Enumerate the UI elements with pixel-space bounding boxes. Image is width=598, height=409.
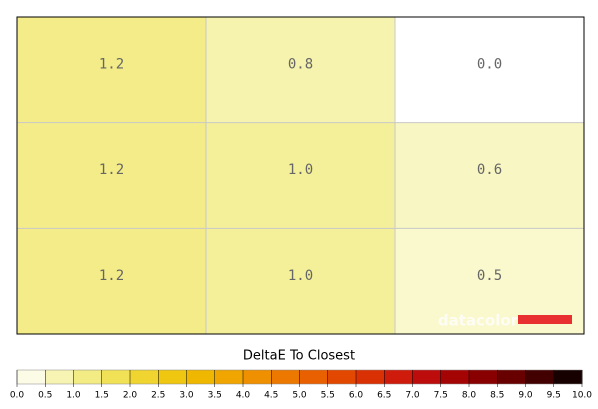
colorbar-swatch [384,370,413,384]
colorbar-tick-label: 5.5 [321,391,335,401]
colorbar-swatch [553,370,583,384]
colorbar-tick-label: 10.0 [572,391,592,401]
colorbar-swatch [73,370,103,384]
cell-label: 0.5 [477,268,502,284]
colorbar-swatch [17,370,46,384]
colorbar-swatch [130,370,159,384]
colorbar-tick-label: 1.5 [95,391,109,401]
colorbar-tick-label: 8.0 [462,391,477,401]
colorbar-tick-label: 6.5 [377,391,391,401]
colorbar-swatch [412,370,442,384]
colorbar-tick-label: 1.0 [66,391,81,401]
plot-border [16,16,585,335]
colorbar-tick-label: 0.5 [38,391,52,401]
cell-label: 1.0 [288,162,313,178]
colorbar-tick-label: 2.0 [123,391,138,401]
cell-label: 0.6 [477,162,502,178]
colorbar-tick-label: 9.5 [547,391,561,401]
colorbar-title: DeltaE To Closest [243,349,355,364]
cell-label: 1.2 [99,57,124,73]
colorbar-swatch [271,370,300,384]
heatmap-cell [17,122,207,229]
colorbar-swatch [440,370,470,384]
heatmap-cell [395,17,585,124]
cell-label: 1.0 [288,268,313,284]
cell-label: 1.2 [99,162,124,178]
colorbar-tick-label: 2.5 [151,391,165,401]
heatmap-cell [17,228,207,335]
colorbar-tick-label: 4.5 [264,391,278,401]
colorbar-tick-label: 7.0 [405,391,420,401]
cell-label: 0.0 [477,57,502,73]
colorbar-swatch [327,370,357,384]
colorbar-tick-label: 8.5 [490,391,504,401]
colorbar-swatch [45,370,74,384]
colorbar-swatch [101,370,131,384]
heatmap-cell [17,17,207,124]
colorbar-tick-label: 0.0 [10,391,25,401]
colorbar-swatch [186,370,216,384]
heatmap-cell [206,228,396,335]
marker [518,315,572,324]
heatmap-cell [395,122,585,229]
cell-label: 0.8 [288,57,313,73]
colorbar-swatch [158,370,187,384]
colorbar-swatch [525,370,555,384]
cell-label: 1.2 [99,268,124,284]
heatmap-cell [206,17,396,124]
colorbar-tick-label: 7.5 [434,391,448,401]
colorbar-swatch [497,370,526,384]
colorbar-swatch [214,370,244,384]
colorbar-tick-label: 9.0 [518,391,533,401]
colorbar-tick-label: 3.5 [208,391,222,401]
colorbar-tick-label: 5.0 [292,391,307,401]
watermark: datacolor [438,312,519,330]
colorbar-tick-label: 4.0 [236,391,251,401]
colorbar-swatch [356,370,385,384]
heatmap-cell [206,122,396,229]
colorbar-swatch [243,370,272,384]
colorbar-tick-label: 6.0 [349,391,364,401]
colorbar-swatch [299,370,329,384]
colorbar-tick-label: 3.0 [179,391,194,401]
colorbar-swatch [469,370,498,384]
